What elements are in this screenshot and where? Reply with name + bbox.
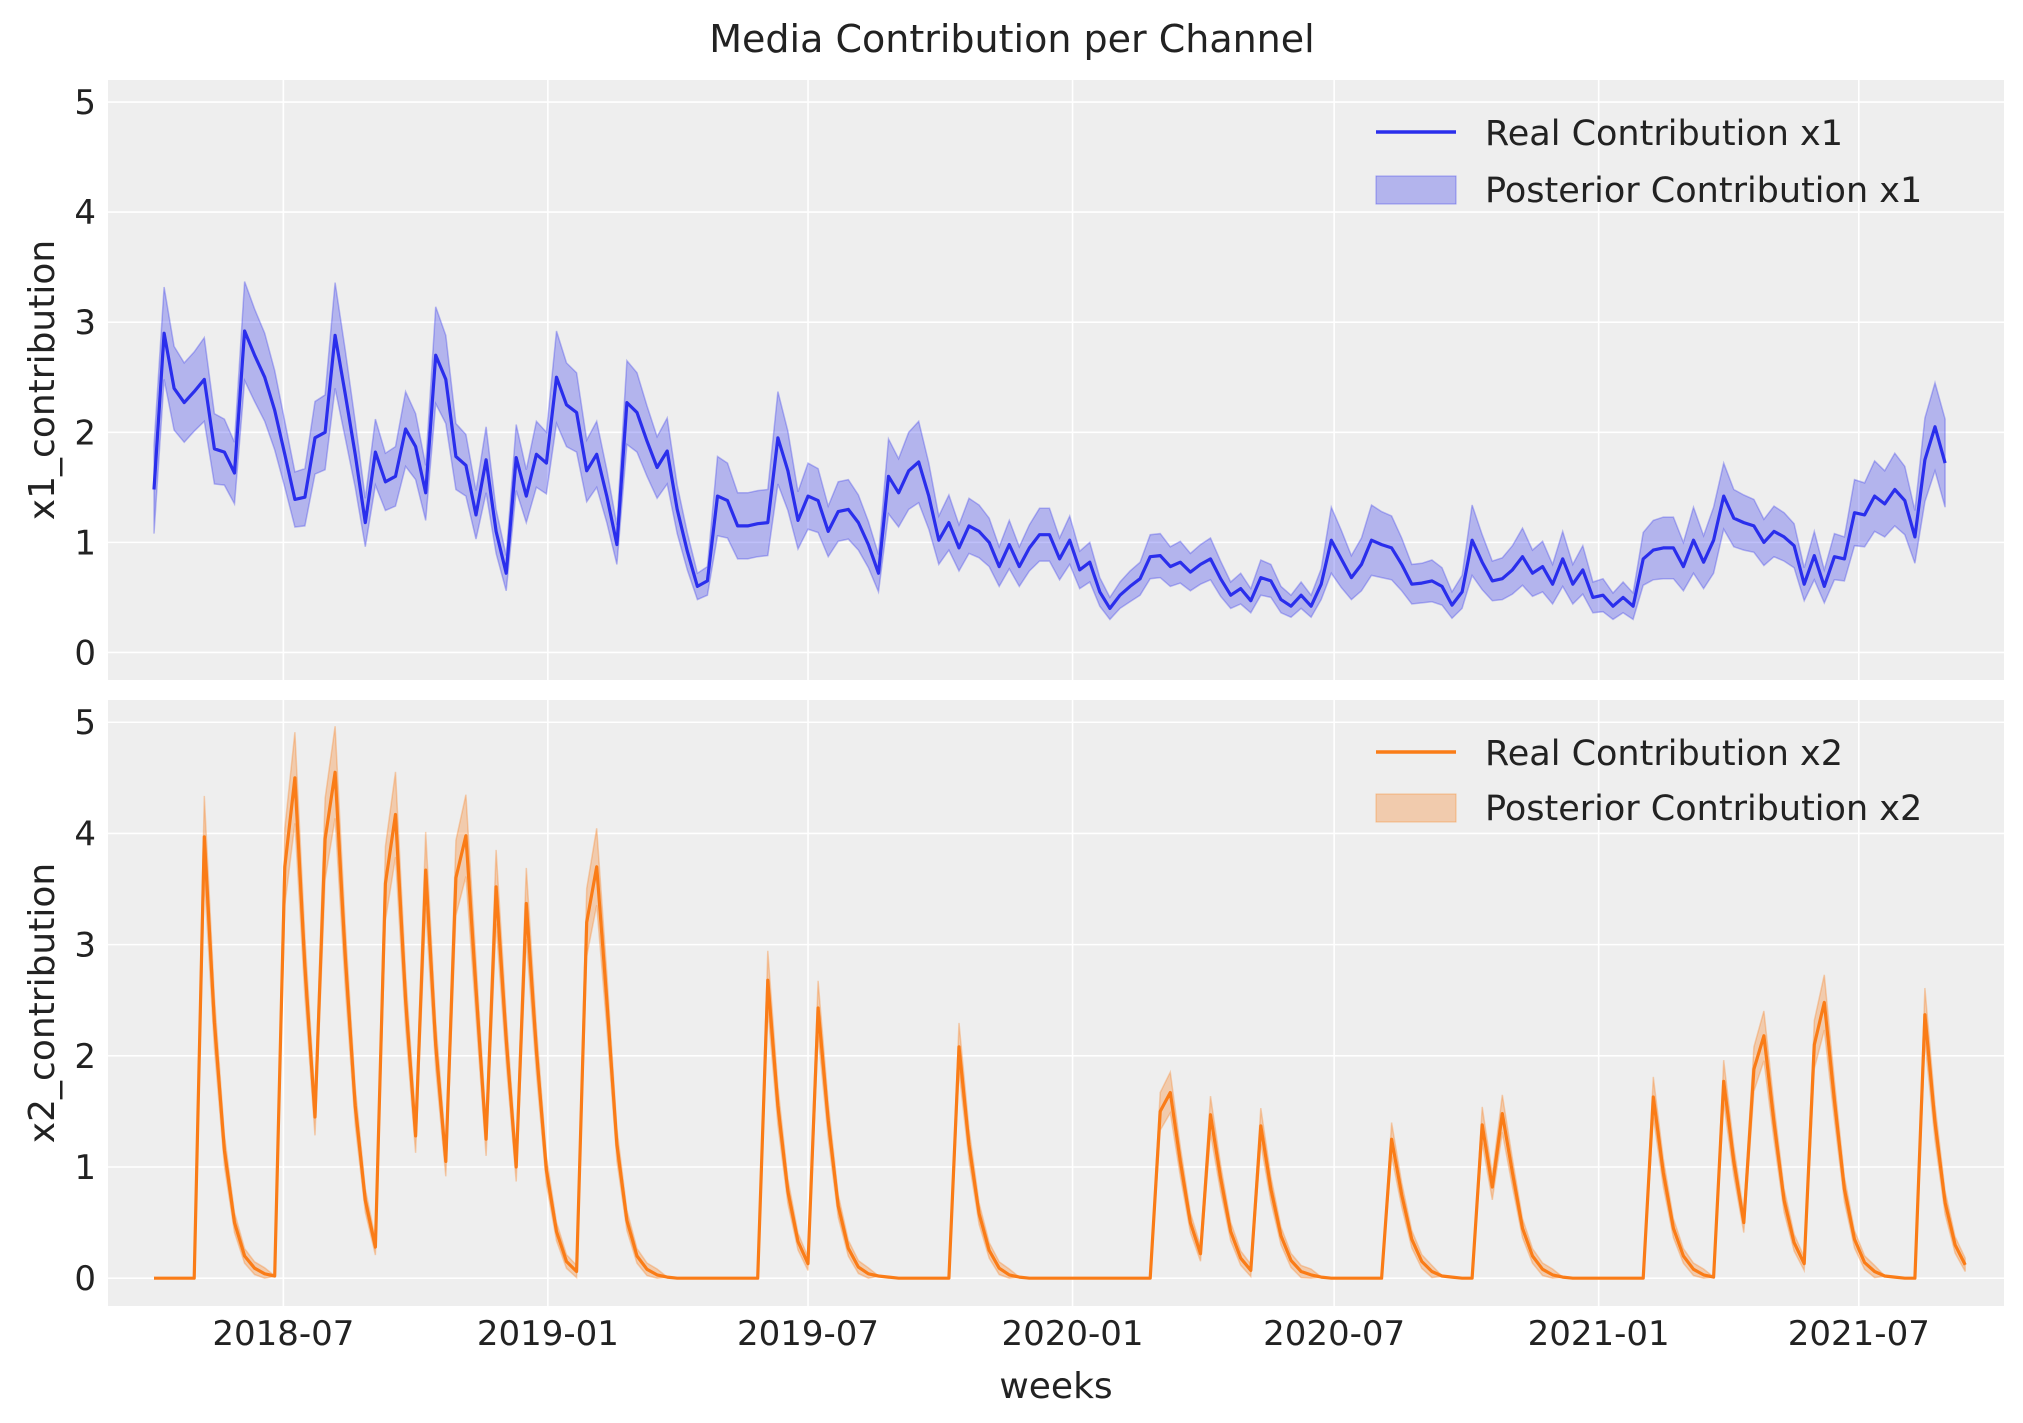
y-axis-label-x2: x2_contribution <box>22 863 63 1143</box>
plot-area-x1 <box>108 80 2004 680</box>
x-tick-label: 2020-01 <box>1001 1314 1143 1354</box>
legend-label-real-x1: Real Contribution x1 <box>1485 114 1843 154</box>
chart-title: Media Contribution per Channel <box>709 17 1314 61</box>
x-tick-label: 2020-07 <box>1263 1314 1405 1354</box>
y-ticks-x1: 0 1 2 3 4 5 <box>74 83 96 673</box>
x-axis-label: weeks <box>999 1366 1112 1407</box>
legend-x2: Real Contribution x2 Posterior Contribut… <box>1375 734 1922 829</box>
legend-label-posterior-x2: Posterior Contribution x2 <box>1485 789 1922 829</box>
legend-x1: Real Contribution x1 Posterior Contribut… <box>1375 114 1922 211</box>
y-tick-label: 1 <box>74 1148 96 1188</box>
x-tick-label: 2019-01 <box>477 1314 619 1354</box>
x-tick-label: 2021-01 <box>1528 1314 1670 1354</box>
plot-area-x2 <box>108 700 2004 1306</box>
y-tick-label: 0 <box>74 1259 96 1299</box>
y-tick-label: 1 <box>74 523 96 563</box>
y-tick-label: 4 <box>74 814 96 854</box>
y-tick-label: 3 <box>74 926 96 966</box>
real-contribution-line-x2 <box>154 770 1967 1280</box>
y-tick-label: 2 <box>74 1037 96 1077</box>
gridlines-x1 <box>108 80 2004 680</box>
real-contribution-line-x1 <box>152 329 1947 610</box>
panel-x2: 0 1 2 3 4 5 x2_contribution Real Contribution… <box>22 700 2004 1306</box>
panel-x1: 0 1 2 3 4 5 x1_contribution Real Contribution… <box>22 80 2004 680</box>
y-tick-label: 5 <box>74 703 96 743</box>
legend-label-posterior-x1: Posterior Contribution x1 <box>1485 171 1922 211</box>
y-ticks-x2: 0 1 2 3 4 5 <box>74 703 96 1299</box>
y-tick-label: 3 <box>74 303 96 343</box>
x-ticks: 2018-07 2019-01 2019-07 2020-01 2020-07 2021-… <box>212 1314 1930 1354</box>
legend-band-swatch-x1 <box>1375 175 1457 205</box>
y-tick-label: 5 <box>74 83 96 123</box>
legend-band-swatch-x2 <box>1375 793 1457 823</box>
legend-label-real-x2: Real Contribution x2 <box>1485 734 1843 774</box>
x-tick-label: 2021-07 <box>1788 1314 1930 1354</box>
y-tick-label: 0 <box>74 633 96 673</box>
y-tick-label: 2 <box>74 413 96 453</box>
x-tick-label: 2019-07 <box>737 1314 879 1354</box>
x-tick-label: 2018-07 <box>212 1314 354 1354</box>
y-axis-label-x1: x1_contribution <box>22 240 63 520</box>
y-tick-label: 4 <box>74 193 96 233</box>
posterior-band-x1 <box>153 281 1946 621</box>
